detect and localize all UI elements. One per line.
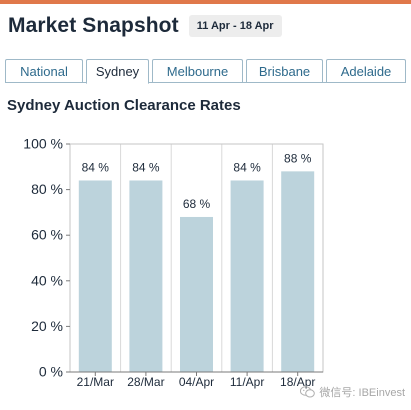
header: Market Snapshot 11 Apr - 18 Apr (8, 14, 282, 38)
watermark: 微信号: IBEinvest (300, 384, 405, 400)
region-tabs: National Sydney Melbourne Brisbane Adela… (5, 59, 406, 84)
bar-value-label: 68 % (183, 197, 211, 211)
x-tick-label: 28/Mar (127, 375, 164, 389)
bar-value-label: 84 % (132, 160, 160, 174)
y-tick-label: 20 % (31, 318, 63, 334)
tab-sydney[interactable]: Sydney (86, 59, 149, 84)
y-tick-label: 40 % (31, 272, 63, 288)
bar (230, 180, 264, 372)
watermark-text: 微信号: IBEinvest (319, 387, 405, 399)
bar-value-label: 88 % (284, 151, 312, 165)
bar (180, 216, 213, 372)
tab-brisbane[interactable]: Brisbane (246, 59, 323, 83)
bar (129, 180, 163, 372)
tab-national[interactable]: National (5, 59, 83, 83)
date-range-badge: 11 Apr - 18 Apr (188, 15, 282, 37)
accent-rule (0, 0, 411, 4)
wechat-icon (300, 386, 316, 398)
bar-value-label: 84 % (82, 160, 110, 174)
y-tick-label: 0 % (39, 364, 63, 380)
x-tick-label: 18/Apr (280, 375, 315, 389)
chart-title: Sydney Auction Clearance Rates (7, 97, 241, 114)
y-tick-label: 80 % (31, 181, 63, 197)
bar (78, 180, 112, 372)
tab-adelaide[interactable]: Adelaide (326, 59, 406, 83)
bar (281, 171, 315, 372)
x-tick-label: 21/Mar (77, 375, 114, 389)
x-tick-label: 04/Apr (179, 375, 214, 389)
y-tick-label: 100 % (23, 136, 63, 152)
bar-value-label: 84 % (233, 160, 261, 174)
tab-melbourne[interactable]: Melbourne (152, 59, 243, 83)
page-title: Market Snapshot (8, 14, 179, 37)
x-tick-label: 11/Apr (230, 375, 264, 389)
y-tick-label: 60 % (31, 227, 63, 243)
